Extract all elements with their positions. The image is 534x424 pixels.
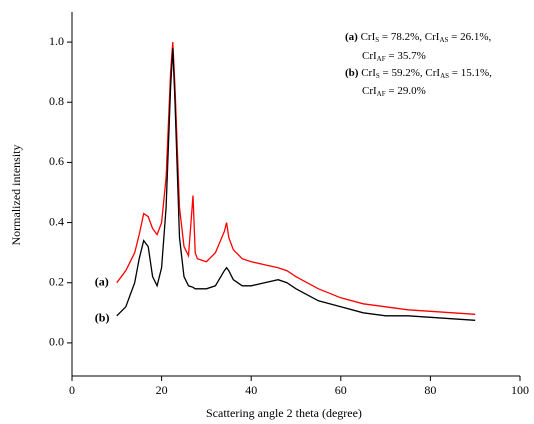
annotation-part: S	[376, 72, 380, 80]
annotation-part: = 15.1%,	[449, 67, 492, 79]
annotation-part: CrI	[358, 67, 376, 79]
x-tick-label: 0	[69, 383, 75, 397]
line-series	[116, 48, 476, 321]
annotation-part: (a)	[345, 31, 358, 43]
annotation-part: = 78.2%, CrI	[379, 31, 440, 43]
x-tick-label: 100	[511, 383, 529, 397]
annotation: (b) CrIS = 59.2%, CrIAS = 15.1%,	[345, 67, 492, 80]
series-label: (a)	[95, 274, 109, 288]
line-series	[116, 42, 476, 315]
annotation-part: AS	[440, 72, 449, 80]
annotation-part: AF	[377, 90, 386, 98]
annotation-part: = 26.1%,	[448, 31, 491, 43]
annotation-part: AF	[377, 55, 386, 63]
x-tick-label: 60	[335, 383, 347, 397]
y-tick-label: 0.0	[49, 335, 64, 349]
y-tick-label: 0.4	[49, 214, 64, 228]
annotation-part: = 59.2%, CrI	[380, 67, 441, 79]
x-axis-label: Scattering angle 2 theta (degree)	[206, 406, 362, 420]
x-tick-label: 80	[424, 383, 436, 397]
series-label: (b)	[95, 311, 110, 325]
y-tick-label: 1.0	[49, 34, 64, 48]
annotation-part: AS	[439, 36, 448, 44]
annotation-part: CrI	[358, 31, 376, 43]
y-tick-label: 0.6	[49, 154, 64, 168]
annotation-part: CrI	[362, 50, 377, 62]
annotation: (a) CrIS = 78.2%, CrIAS = 26.1%,	[345, 31, 492, 44]
x-tick-label: 40	[245, 383, 257, 397]
y-axis-label: Normalized intensity	[9, 145, 23, 246]
annotation-part: = 29.0%	[386, 85, 426, 97]
annotation-part: (b)	[345, 67, 359, 79]
y-tick-label: 0.2	[49, 274, 64, 288]
annotation-part: S	[375, 36, 379, 44]
annotation-part: = 35.7%	[386, 50, 426, 62]
x-tick-label: 20	[156, 383, 168, 397]
annotation: CrIAF = 29.0%	[362, 85, 426, 98]
annotation-part: CrI	[362, 85, 377, 97]
annotation: CrIAF = 35.7%	[362, 50, 426, 63]
y-tick-label: 0.8	[49, 94, 64, 108]
